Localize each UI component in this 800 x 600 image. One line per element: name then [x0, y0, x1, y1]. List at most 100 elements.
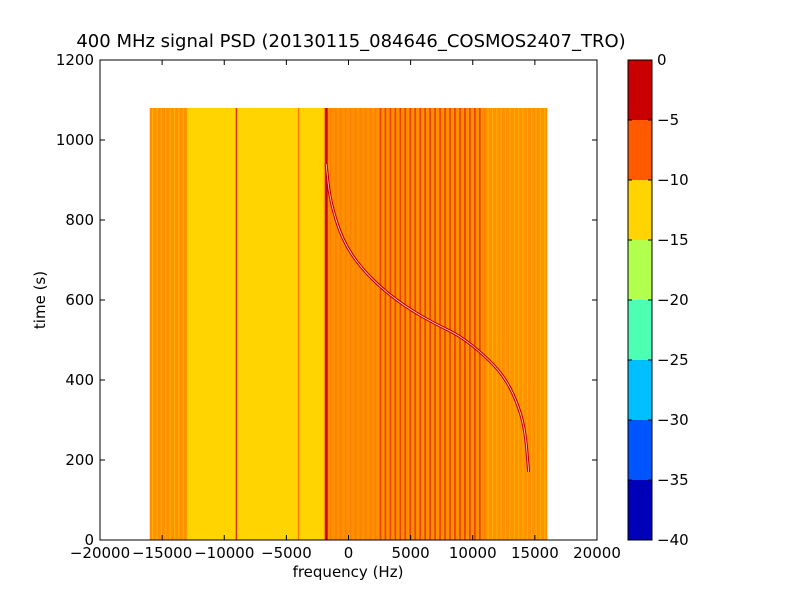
harmonic-stripe — [349, 108, 352, 540]
edge-stripe — [505, 108, 507, 540]
y-tick-label: 600 — [65, 291, 94, 309]
x-axis-label: frequency (Hz) — [293, 563, 404, 581]
y-tick-label: 1000 — [56, 131, 94, 149]
y-axis-ticks: 0 200 400 600 800 1000 1200 — [56, 51, 597, 549]
colorbar-tick-label: −20 — [657, 291, 689, 309]
x-tick-label: −10000 — [194, 544, 254, 562]
harmonic-stripe — [409, 108, 412, 540]
psd-band-0 — [149, 108, 187, 540]
colorbar-level-0 — [628, 480, 652, 540]
colorbar-tick-label: −30 — [657, 411, 689, 429]
harmonic-stripe — [344, 108, 347, 540]
harmonic-stripe — [483, 108, 486, 540]
psd-heatmap — [149, 108, 548, 540]
edge-stripe — [487, 108, 489, 540]
harmonic-stripe — [339, 108, 342, 540]
colorbar-level-1 — [628, 420, 652, 480]
edge-stripe — [496, 108, 498, 540]
colorbar-tick-label: −25 — [657, 351, 689, 369]
psd-band-1 — [186, 108, 324, 540]
colorbar-tick-label: −15 — [657, 231, 689, 249]
edge-stripe — [160, 108, 162, 540]
harmonic-stripe — [459, 108, 461, 540]
edge-stripe — [509, 108, 511, 540]
harmonic-stripe — [389, 108, 392, 540]
edge-stripe — [152, 108, 154, 540]
x-tick-label: 15000 — [511, 544, 559, 562]
psd-band-2 — [323, 108, 486, 540]
colorbar-level-4 — [628, 240, 652, 300]
edge-stripe — [169, 108, 171, 540]
plot-area: −20000 −15000 −10000 −5000 0 5000 10000 15000 20… — [56, 51, 621, 562]
edge-stripe — [526, 108, 528, 540]
y-tick-label: 1200 — [56, 51, 94, 69]
colorbar-tick-label: −40 — [657, 531, 689, 549]
harmonic-stripe — [478, 108, 481, 540]
edge-stripe — [165, 108, 167, 540]
colorbar-level-6 — [628, 120, 652, 180]
colorbar-level-3 — [628, 300, 652, 360]
harmonic-stripe — [329, 108, 332, 540]
edge-stripe — [156, 108, 158, 540]
x-axis-ticks: −20000 −15000 −10000 −5000 0 5000 10000 15000 20… — [70, 60, 621, 562]
y-tick-label: 0 — [84, 531, 94, 549]
edge-stripe — [522, 108, 524, 540]
harmonic-stripe — [429, 108, 432, 540]
edge-stripe — [518, 108, 520, 540]
y-tick-label: 200 — [65, 451, 94, 469]
psd-band-3 — [485, 108, 548, 540]
harmonic-stripe — [379, 108, 382, 540]
harmonic-stripe — [374, 108, 377, 540]
harmonic-stripe — [439, 108, 441, 540]
colorbar-tick-label: −10 — [657, 171, 689, 189]
colorbar-tick-label: 0 — [657, 51, 667, 69]
x-tick-label: 5000 — [392, 544, 430, 562]
harmonic-stripe — [399, 108, 402, 540]
edge-stripe — [178, 108, 180, 540]
colorbar-level-5 — [628, 180, 652, 240]
doppler-trace-core — [325, 163, 530, 473]
harmonic-stripe — [414, 108, 417, 540]
edge-stripe — [492, 108, 494, 540]
x-tick-label: 0 — [344, 544, 354, 562]
harmonic-stripe — [469, 108, 471, 540]
y-tick-label: 400 — [65, 371, 94, 389]
edge-stripe — [513, 108, 515, 540]
harmonic-stripe — [454, 108, 456, 540]
harmonic-stripe — [404, 108, 407, 540]
edge-stripe — [544, 108, 546, 540]
harmonic-stripes — [152, 108, 546, 540]
spectral-line-2 — [325, 108, 328, 540]
harmonic-stripe — [464, 108, 466, 540]
edge-stripe — [535, 108, 537, 540]
y-tick-label: 800 — [65, 211, 94, 229]
spectral-line-0 — [235, 108, 238, 540]
harmonic-stripe — [364, 108, 367, 540]
doppler-trace-layer — [324, 163, 531, 473]
colorbar-level-7 — [628, 60, 652, 120]
edge-stripe — [500, 108, 502, 540]
x-tick-label: −15000 — [132, 544, 192, 562]
harmonic-stripe — [424, 108, 427, 540]
edge-stripe — [531, 108, 533, 540]
colorbar-tick-label: −35 — [657, 471, 689, 489]
edge-stripe — [173, 108, 175, 540]
edge-stripe — [539, 108, 541, 540]
y-axis-label: time (s) — [31, 271, 49, 329]
x-tick-label: 10000 — [449, 544, 497, 562]
harmonic-stripe — [473, 108, 476, 540]
harmonic-stripe — [384, 108, 387, 540]
x-tick-label: −5000 — [261, 544, 312, 562]
harmonic-stripe — [449, 108, 451, 540]
harmonic-stripe — [369, 108, 372, 540]
edge-stripe — [182, 108, 184, 540]
chart-title: 400 MHz signal PSD (20130115_084646_COSM… — [76, 31, 625, 52]
harmonic-stripe — [419, 108, 422, 540]
colorbar-tick-label: −5 — [657, 111, 679, 129]
x-tick-label: 20000 — [573, 544, 621, 562]
harmonic-stripe — [394, 108, 397, 540]
harmonic-stripe — [334, 108, 337, 540]
harmonic-stripe — [444, 108, 446, 540]
harmonic-stripe — [354, 108, 357, 540]
